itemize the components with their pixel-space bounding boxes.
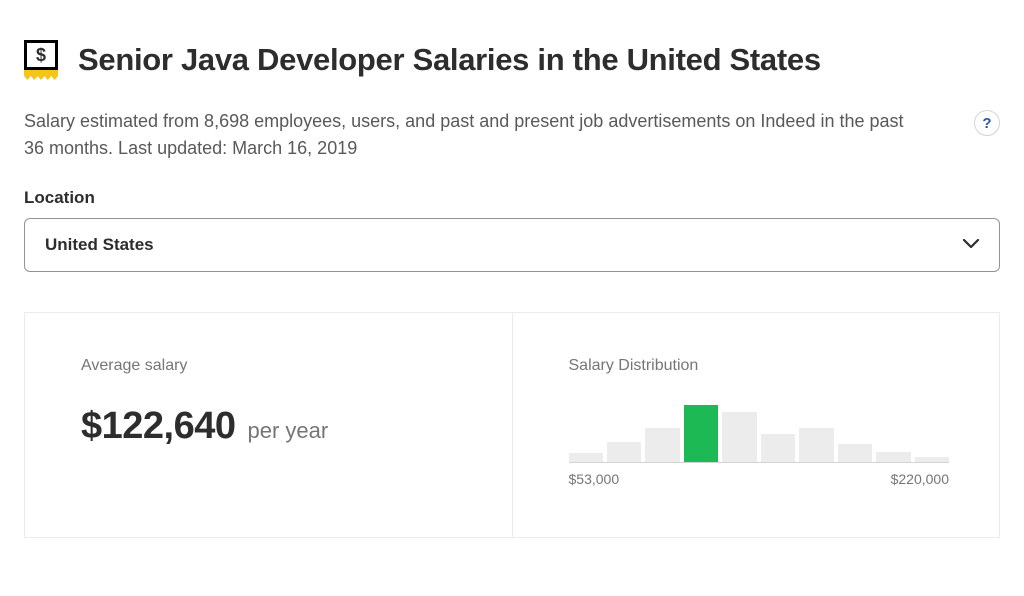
help-button[interactable]: ? xyxy=(974,110,1000,136)
ribbon-icon xyxy=(24,70,58,80)
distribution-bar xyxy=(876,452,910,462)
distribution-bar xyxy=(799,428,833,462)
estimate-subtext: Salary estimated from 8,698 employees, u… xyxy=(24,108,904,162)
distribution-bar xyxy=(684,405,718,462)
distribution-bar xyxy=(569,453,603,462)
location-select[interactable]: United States xyxy=(24,218,1000,272)
salary-distribution-panel: Salary Distribution $53,000 $220,000 xyxy=(512,313,1000,537)
distribution-bar xyxy=(761,434,795,463)
distribution-bar xyxy=(838,444,872,462)
distribution-max-label: $220,000 xyxy=(891,471,949,487)
location-selected-value: United States xyxy=(45,235,154,255)
average-salary-label: Average salary xyxy=(81,357,462,375)
distribution-bar xyxy=(645,428,679,462)
page-title: Senior Java Developer Salaries in the Un… xyxy=(78,42,821,78)
distribution-bar xyxy=(722,412,756,462)
dollar-icon: $ xyxy=(24,40,58,70)
chevron-down-icon xyxy=(963,236,979,254)
distribution-min-label: $53,000 xyxy=(569,471,620,487)
distribution-bar xyxy=(915,457,949,462)
distribution-label: Salary Distribution xyxy=(569,357,950,375)
salary-badge-icon: $ xyxy=(24,40,58,80)
location-label: Location xyxy=(24,188,1000,208)
average-salary-amount: $122,640 xyxy=(81,405,236,448)
distribution-bar xyxy=(607,442,641,462)
salary-panels: Average salary $122,640 per year Salary … xyxy=(24,312,1000,538)
average-salary-panel: Average salary $122,640 per year xyxy=(25,313,512,537)
average-salary-unit: per year xyxy=(248,418,329,444)
distribution-chart xyxy=(569,405,950,463)
